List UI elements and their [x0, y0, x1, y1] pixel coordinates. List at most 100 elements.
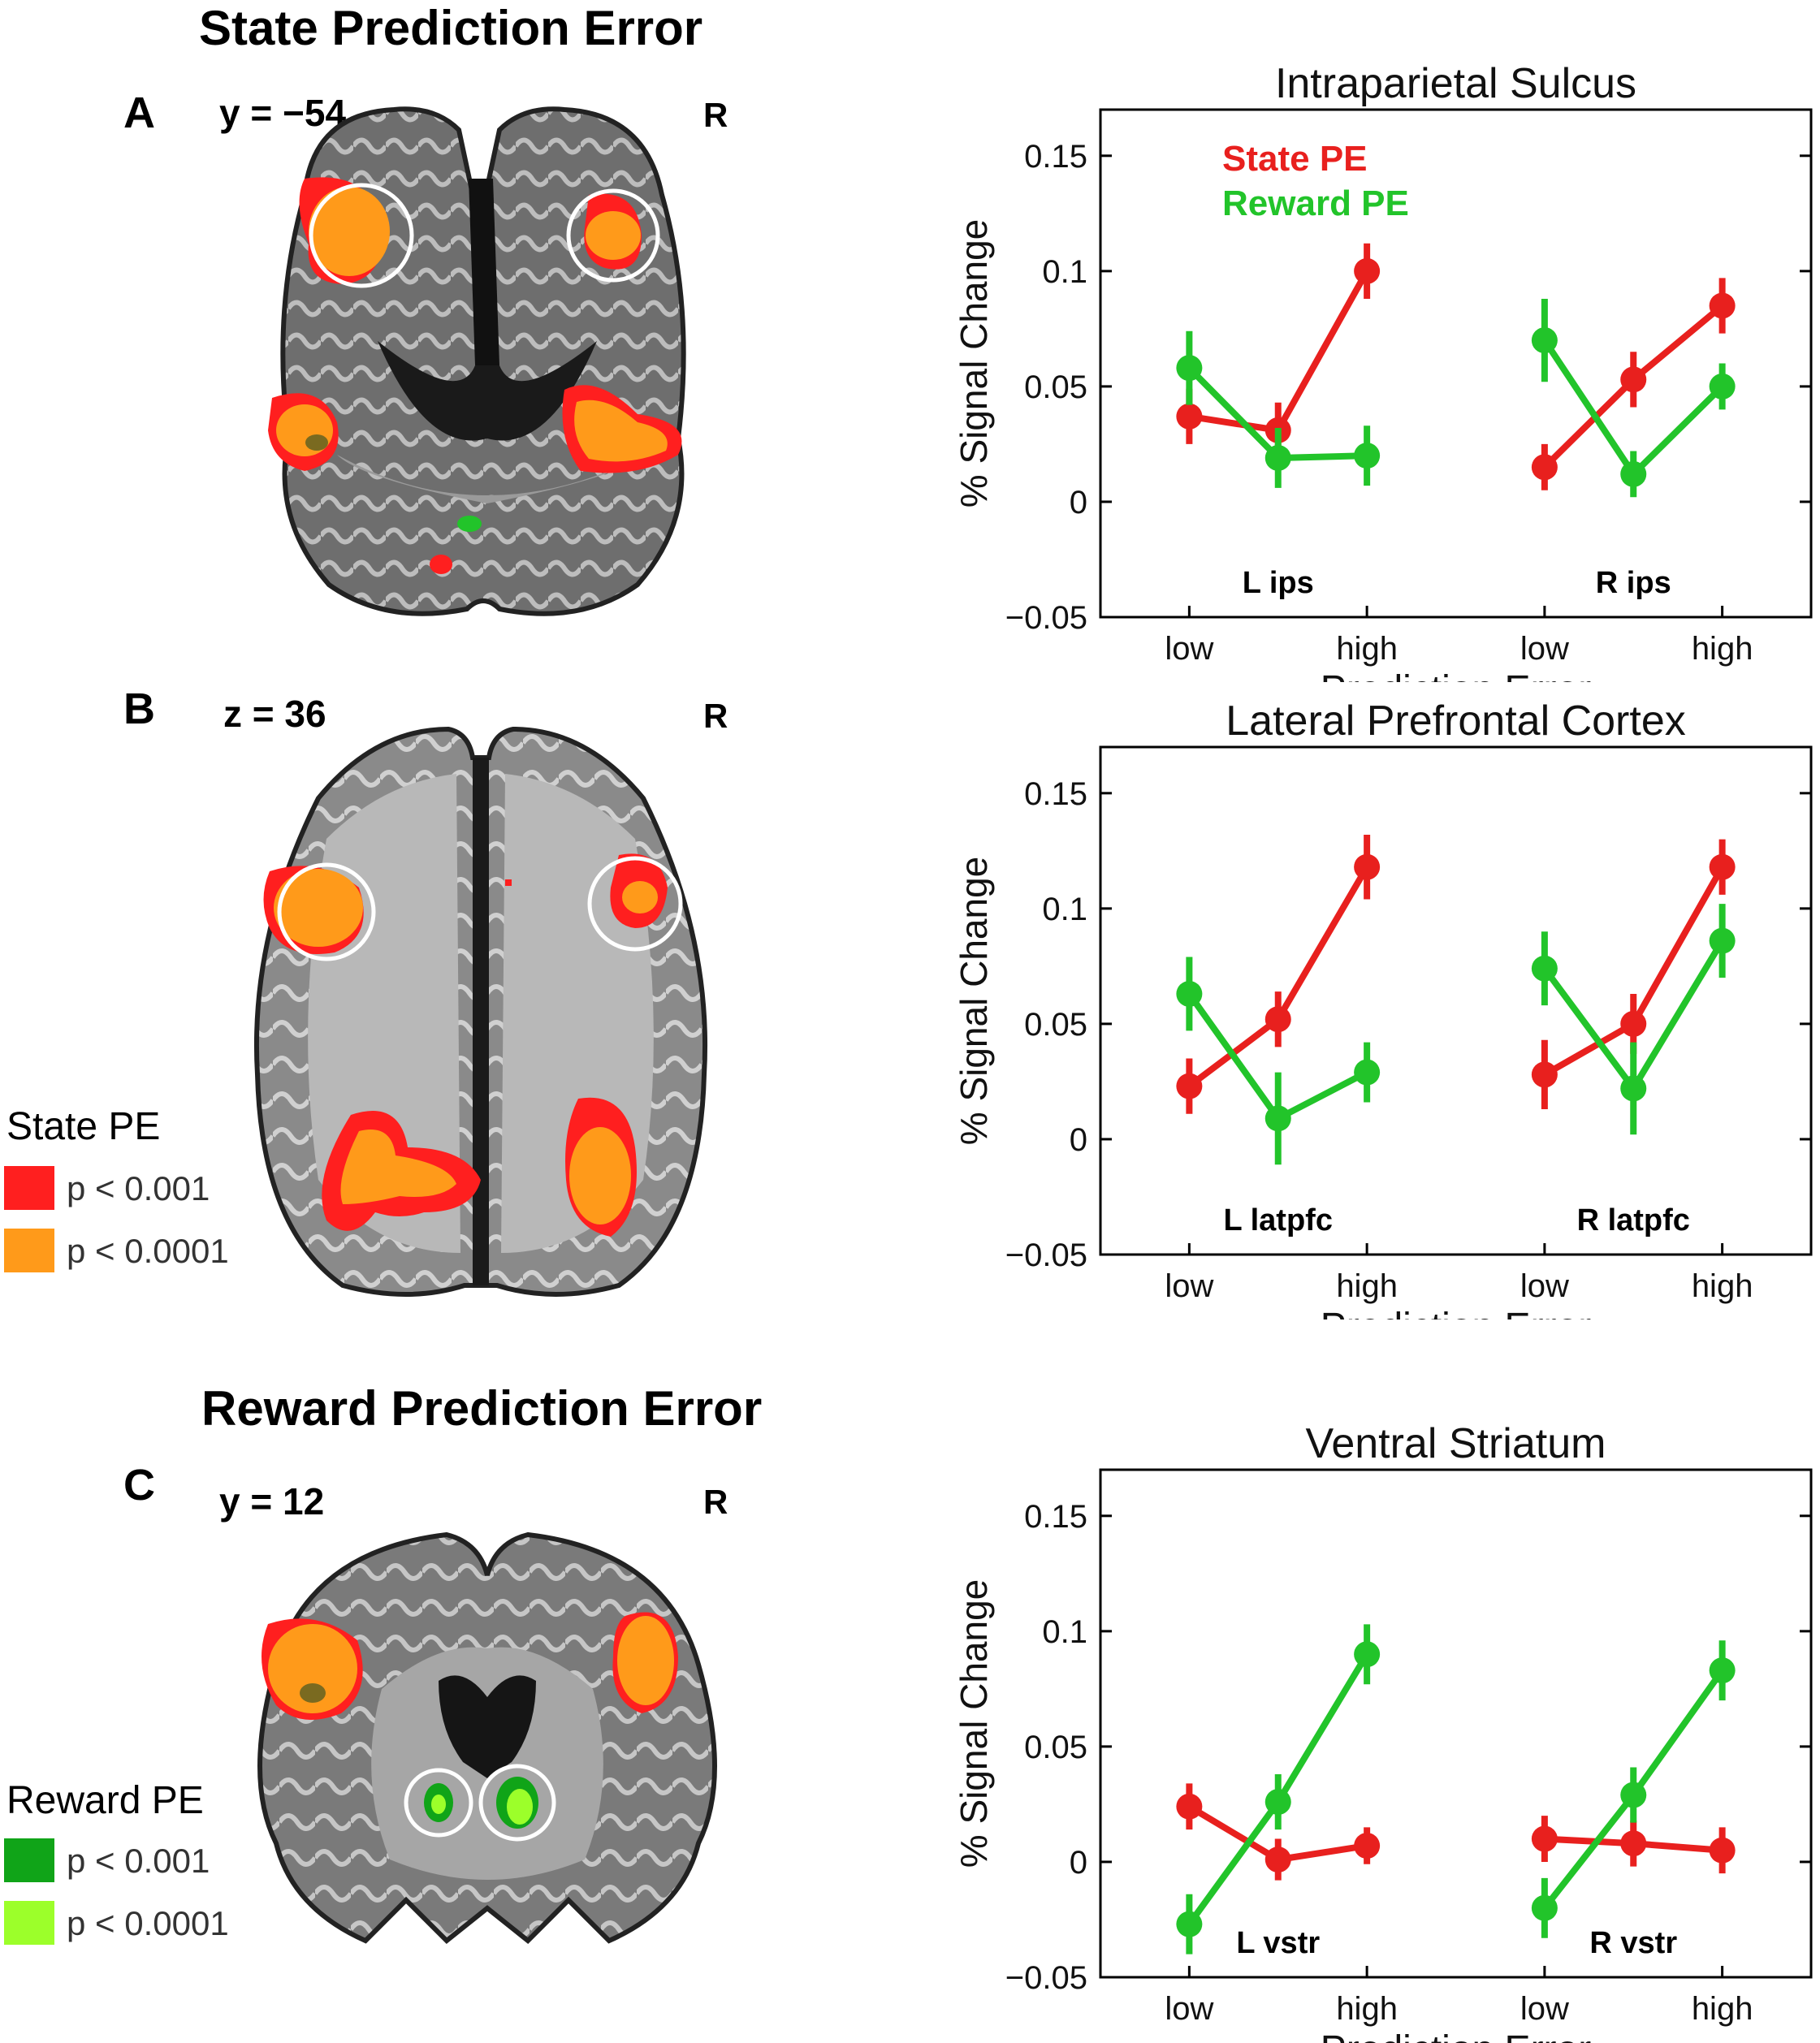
panel-c-right-marker: R [703, 1483, 728, 1521]
group-label: R vstr [1589, 1926, 1677, 1960]
state-pe-point [1264, 1846, 1291, 1873]
y-tick-label: 0 [1070, 1845, 1087, 1881]
reward-pe-point [1176, 1911, 1203, 1937]
group-label: R latpfc [1577, 1203, 1690, 1237]
y-tick-label: 0.15 [1024, 776, 1087, 812]
reward-pe-legend-title: Reward PE [6, 1779, 204, 1822]
reward-pe-point [1264, 444, 1291, 471]
state-pe-point [1176, 1073, 1203, 1099]
y-tick-label: 0 [1070, 485, 1087, 520]
y-tick-label: 0.05 [1024, 1007, 1087, 1043]
reward-pe-legend-p001: p < 0.001 [67, 1842, 210, 1880]
panel-a-letter: A [123, 89, 155, 137]
y-tick-label: 0 [1070, 1122, 1087, 1158]
y-tick-label: 0.1 [1042, 254, 1087, 290]
x-axis-label: Prediction Error [1321, 2028, 1591, 2043]
reward-pe-point [1709, 927, 1736, 954]
state-pe-point [1354, 257, 1381, 284]
legend-entry-state-pe: State PE [1222, 139, 1368, 179]
state-pe-point [1176, 403, 1203, 430]
reward-pe-point [1264, 1789, 1291, 1816]
state-pe-point [1264, 1006, 1291, 1033]
chart-lateral-prefrontal-cortex: Lateral Prefrontal Cortex 0.15 0.1 0.05 0 −0.… [953, 702, 1813, 1320]
panel-c-letter: C [123, 1461, 155, 1510]
y-tick-label: −0.05 [1005, 600, 1087, 636]
state-pe-legend-p0001: p < 0.0001 [67, 1232, 229, 1270]
panel-b-letter: B [123, 685, 155, 733]
x-tick-label: high [1692, 1991, 1753, 2027]
state-pe-swatch-p001 [4, 1166, 54, 1210]
reward-pe-point [1620, 1075, 1647, 1102]
state-pe-point [1620, 1010, 1647, 1037]
panel-b-coordinate: z = 36 [223, 693, 326, 735]
state-pe-swatch-p0001 [4, 1229, 54, 1272]
x-tick-label: high [1336, 631, 1398, 667]
y-axis-label: % Signal Change [953, 219, 995, 508]
state-section-title: State Prediction Error [199, 1, 703, 55]
reward-pe-point [1620, 1782, 1647, 1808]
chart-ventral-striatum: Ventral Striatum 0.15 0.1 0.05 0 −0.05 low high… [953, 1425, 1813, 2043]
y-tick-label: 0.05 [1024, 1730, 1087, 1765]
chart-title: Lateral Prefrontal Cortex [1226, 702, 1686, 745]
reward-pe-point [1264, 1105, 1291, 1132]
state-pe-point [1620, 366, 1647, 393]
reward-pe-point [1354, 443, 1381, 469]
y-axis-label: % Signal Change [953, 857, 995, 1145]
reward-pe-point [1531, 327, 1558, 354]
y-tick-label: 0.15 [1024, 139, 1087, 175]
state-pe-point [1354, 1833, 1381, 1859]
reward-pe-point [1531, 955, 1558, 982]
state-pe-legend-title: State PE [6, 1105, 161, 1148]
brain-slice-axial-a [268, 106, 686, 616]
reward-section-title: Reward Prediction Error [201, 1381, 763, 1436]
state-pe-point [1620, 1830, 1647, 1857]
reward-pe-swatch-p0001 [4, 1901, 54, 1945]
y-tick-label: 0.05 [1024, 369, 1087, 405]
state-pe-point [1531, 1825, 1558, 1852]
state-pe-legend-p001: p < 0.001 [67, 1169, 210, 1207]
state-pe-point [1531, 454, 1558, 481]
panel-b-right-marker: R [703, 697, 728, 735]
chart-title: Ventral Striatum [1306, 1425, 1606, 1467]
y-tick-label: −0.05 [1005, 1960, 1087, 1996]
legend-entry-reward-pe: Reward PE [1222, 184, 1409, 223]
reward-pe-point [1354, 1059, 1381, 1086]
panel-a-coordinate: y = −54 [219, 92, 347, 134]
group-label: L latpfc [1224, 1203, 1333, 1237]
reward-pe-swatch-p001 [4, 1838, 54, 1882]
chart-title: Intraparietal Sulcus [1275, 65, 1636, 107]
reward-pe-point [1176, 355, 1203, 382]
x-axis-label: Prediction Error [1321, 668, 1591, 682]
state-pe-point [1354, 853, 1381, 880]
y-axis-label: % Signal Change [953, 1579, 995, 1868]
group-label: R ips [1596, 566, 1671, 600]
brain-slice-coronal-c [257, 1531, 717, 1945]
x-axis-label: Prediction Error [1321, 1306, 1591, 1320]
x-tick-label: high [1692, 1268, 1753, 1304]
y-tick-label: 0.1 [1042, 1614, 1087, 1650]
state-pe-point [1531, 1061, 1558, 1088]
axes-box [1099, 1468, 1813, 1979]
reward-pe-point [1709, 373, 1736, 400]
x-tick-label: low [1520, 631, 1569, 667]
y-tick-label: −0.05 [1005, 1237, 1087, 1273]
y-tick-label: 0.1 [1042, 892, 1087, 927]
state-pe-point [1176, 1793, 1203, 1820]
reward-pe-point [1354, 1641, 1381, 1668]
reward-pe-point [1620, 460, 1647, 487]
x-tick-label: high [1336, 1991, 1398, 2027]
chart-intraparietal-sulcus: Intraparietal Sulcus 0.15 0.1 0.05 0 −0.05 low… [953, 65, 1813, 682]
x-tick-label: low [1520, 1991, 1569, 2027]
reward-pe-point [1176, 980, 1203, 1007]
x-tick-label: high [1336, 1268, 1398, 1304]
x-tick-label: low [1165, 1268, 1213, 1304]
y-tick-label: 0.15 [1024, 1499, 1087, 1535]
x-tick-label: high [1692, 631, 1753, 667]
brain-slice-axial-b [253, 726, 708, 1297]
panel-c-coordinate: y = 12 [219, 1480, 325, 1523]
state-pe-point [1709, 1837, 1736, 1864]
axes-box [1099, 745, 1813, 1256]
group-label: L vstr [1236, 1926, 1320, 1960]
panel-a-right-marker: R [703, 96, 728, 134]
state-pe-line [1187, 865, 1370, 1089]
